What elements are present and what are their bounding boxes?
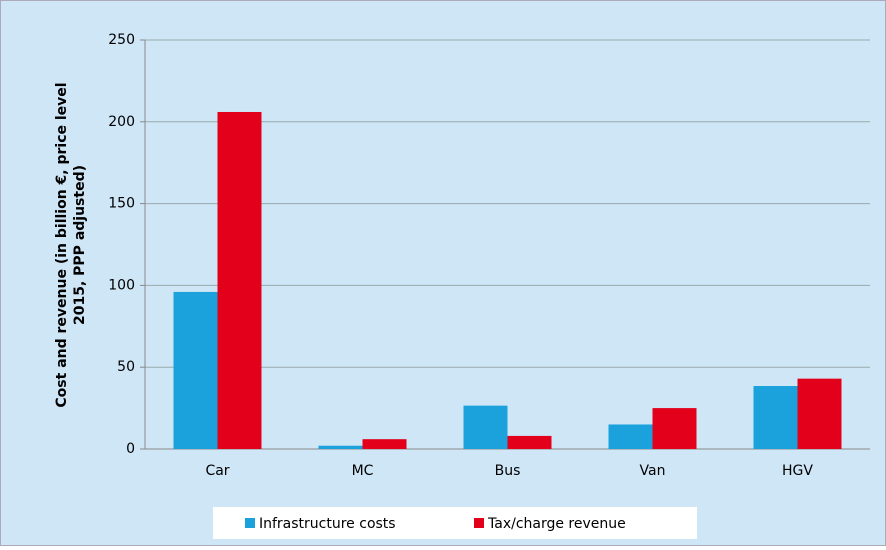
bar — [753, 386, 798, 449]
legend-label: Tax/charge revenue — [487, 516, 626, 532]
y-tick-label: 250 — [108, 32, 135, 48]
bar — [318, 445, 363, 449]
y-tick-label: 200 — [108, 114, 135, 130]
bar — [507, 435, 552, 449]
bar — [463, 405, 508, 449]
bar — [652, 408, 697, 449]
y-axis-label: 2015, PPP adjusted) — [72, 165, 88, 325]
bar — [362, 439, 407, 449]
x-tick-label: Car — [205, 463, 229, 479]
bar — [173, 291, 218, 449]
bar — [608, 424, 653, 449]
x-tick-label: Van — [640, 463, 666, 479]
y-tick-label: 100 — [108, 277, 135, 293]
legend-label: Infrastructure costs — [259, 516, 396, 532]
y-tick-label: 150 — [108, 196, 135, 212]
x-tick-label: MC — [352, 463, 374, 479]
legend-swatch — [245, 518, 255, 528]
legend-box — [213, 507, 697, 539]
y-tick-label: 50 — [117, 359, 135, 375]
x-tick-label: HGV — [782, 463, 813, 479]
legend-swatch — [474, 518, 484, 528]
bar — [797, 378, 842, 449]
y-tick-label: 0 — [126, 441, 135, 457]
y-axis-label: Cost and revenue (in billion €, price le… — [54, 82, 70, 407]
x-tick-label: Bus — [495, 463, 521, 479]
bar — [217, 111, 262, 449]
